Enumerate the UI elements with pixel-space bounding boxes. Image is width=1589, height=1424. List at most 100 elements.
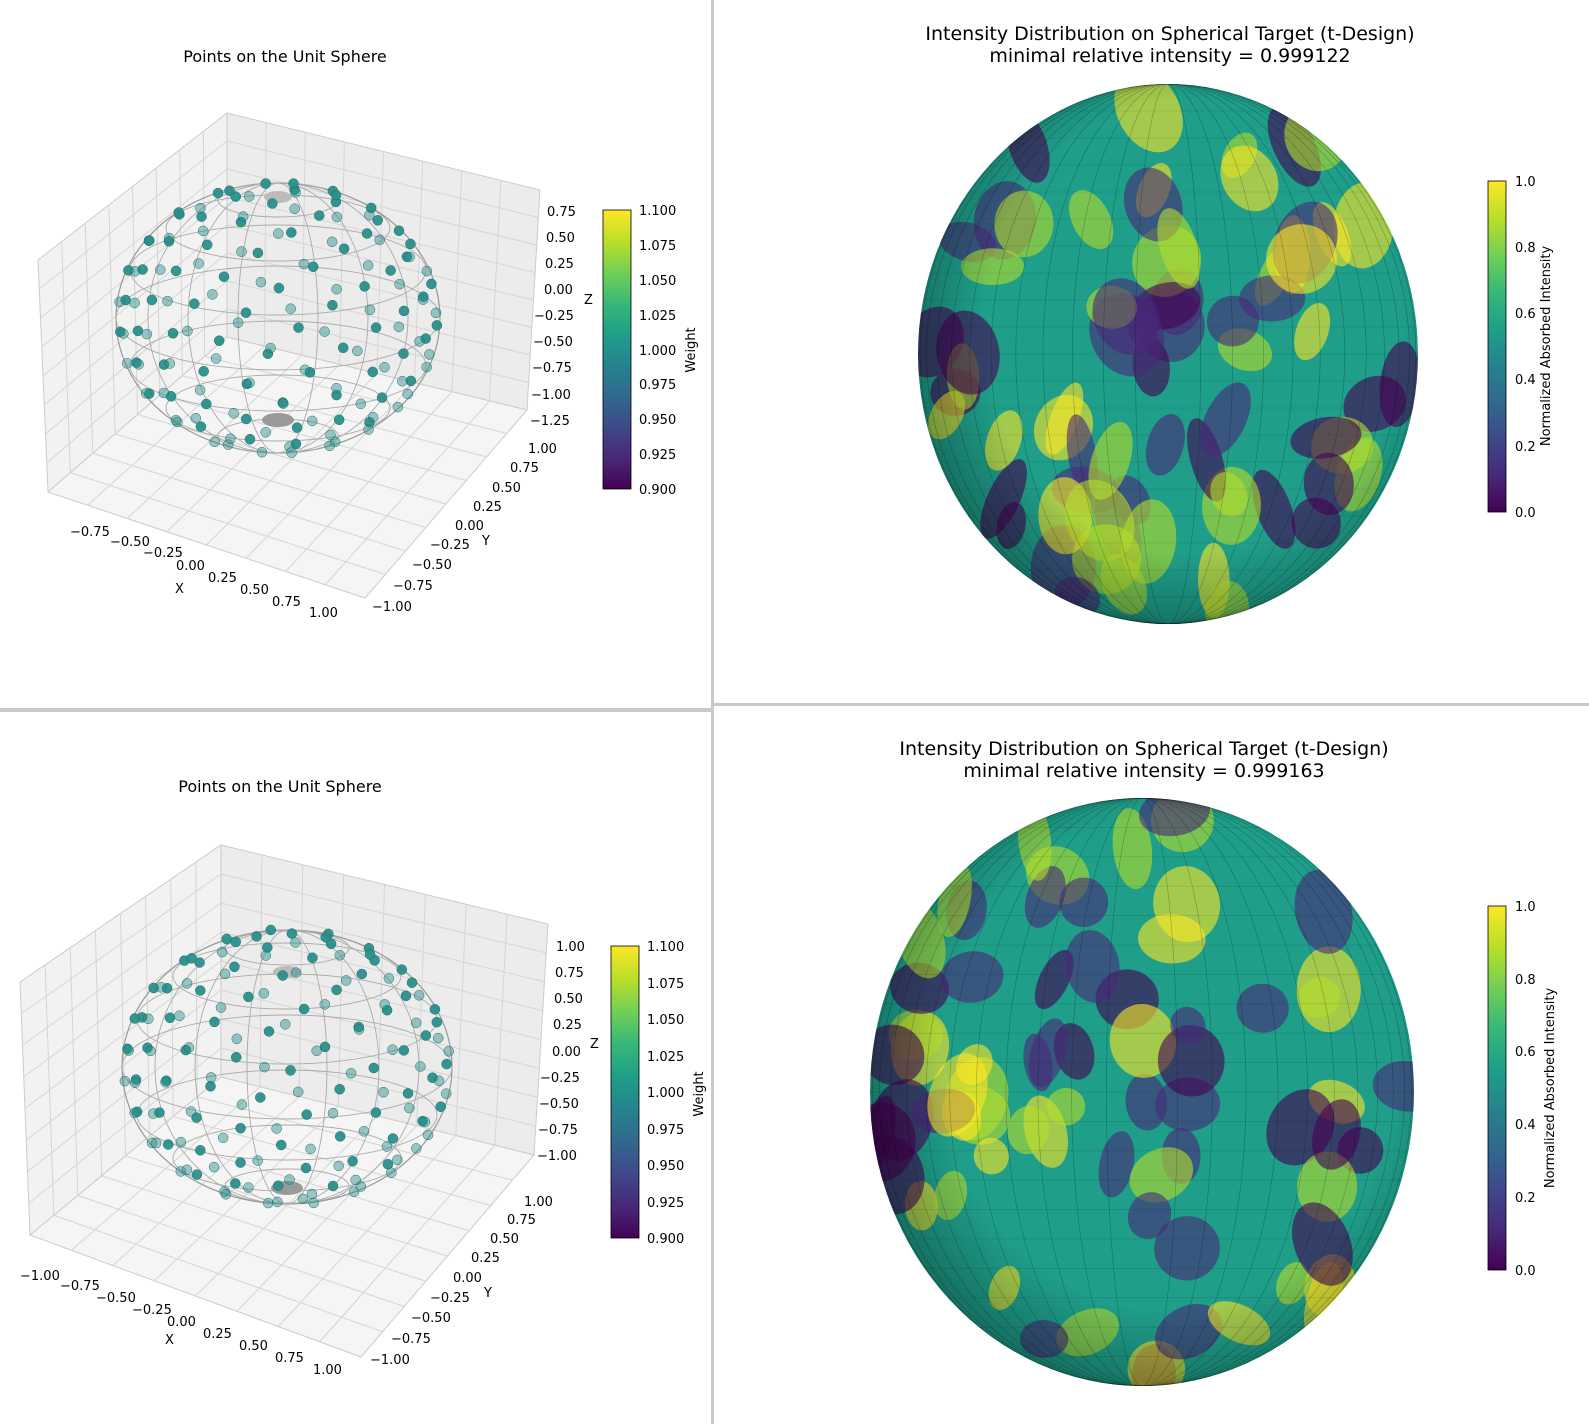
sample-point (182, 325, 193, 337)
sample-point (213, 335, 225, 346)
grid-line (182, 375, 487, 458)
y-tick: −1.00 (372, 600, 412, 615)
sample-point (364, 949, 376, 960)
sample-point (205, 1081, 216, 1092)
sample-point (146, 1137, 158, 1149)
sample-point (392, 1154, 403, 1166)
y-tick: 0.50 (492, 481, 521, 496)
grid-line (25, 989, 222, 1141)
sample-point (383, 973, 395, 984)
sample-point (163, 232, 175, 244)
sample-point (331, 984, 342, 996)
sample-point (163, 236, 175, 247)
sample-point (358, 1126, 370, 1137)
sample-point (228, 408, 239, 419)
pane-grid (38, 122, 539, 586)
sample-point (378, 1086, 389, 1098)
z-tick: 0.75 (555, 966, 584, 981)
sample-point (361, 228, 373, 239)
sample-point (398, 305, 410, 317)
intensity-sphere (870, 798, 1414, 1386)
colorbar-tick: 1.050 (639, 274, 676, 289)
sample-point (121, 358, 133, 369)
grid-line (494, 914, 508, 1146)
grid-line (155, 168, 161, 396)
sample-point (191, 1112, 202, 1123)
sample-point (334, 1083, 345, 1095)
sample-point (235, 216, 247, 228)
scatter-figure-top: Points on the Unit Sphere −0.75 −0.50 (37, 47, 699, 621)
sample-point (196, 211, 207, 222)
sample-point (129, 1013, 141, 1024)
z-tick: −0.75 (532, 361, 572, 376)
y-tick: 0.25 (473, 500, 502, 515)
sample-point (189, 298, 200, 309)
vertical-divider (711, 0, 714, 1424)
grid-line (195, 862, 198, 1097)
sample-point (173, 207, 184, 218)
sample-point (286, 447, 297, 458)
sample-point (267, 198, 278, 209)
sample-point (115, 326, 126, 338)
x-tick: 1.00 (309, 606, 338, 621)
sample-point (195, 1145, 206, 1156)
sample-point (337, 342, 349, 354)
sample-point (272, 1196, 283, 1208)
chart-subtitle: minimal relative intensity = 0.999163 (963, 760, 1324, 782)
y-tick: −0.50 (412, 558, 452, 573)
sample-point (288, 178, 299, 189)
sample-point (160, 1076, 171, 1088)
sample-point (167, 328, 179, 339)
grid-line (145, 896, 150, 1137)
colorbar-label: Normalized Absorbed Intensity (1543, 988, 1558, 1189)
grid-line (170, 879, 174, 1117)
sample-point (174, 1010, 185, 1022)
grid-line (46, 308, 228, 464)
colorbar-tick: 0.0 (1515, 506, 1536, 521)
sample-point (142, 1042, 153, 1054)
sample-point (244, 433, 256, 445)
sample-point (148, 982, 159, 994)
grid-line (196, 1096, 513, 1181)
colorbar-tick: 0.2 (1515, 1191, 1536, 1206)
sample-point (148, 1108, 159, 1119)
sample-point (118, 328, 129, 339)
sample-point (133, 359, 144, 370)
sample-point (256, 446, 268, 458)
sample-point (424, 349, 435, 360)
chart-subtitle: minimal relative intensity = 0.999122 (989, 45, 1350, 67)
sample-point (212, 187, 224, 199)
sample-point (402, 388, 413, 400)
grid-line (325, 400, 490, 586)
sample-point (229, 961, 240, 973)
z-tick: −0.50 (539, 1097, 579, 1112)
sample-point (290, 967, 302, 978)
x-tick: 0.00 (167, 1315, 196, 1330)
colorbar-tick: 0.925 (639, 448, 676, 463)
sample-point (235, 1122, 246, 1134)
sample-point (237, 211, 249, 222)
sample-point (370, 322, 382, 333)
colorbar-tick: 0.4 (1515, 1118, 1536, 1133)
sample-point (333, 1160, 344, 1172)
sample-point (260, 178, 271, 189)
x-tick: −0.25 (143, 546, 183, 561)
sample-point (410, 1017, 422, 1029)
z-tick: 0.50 (546, 231, 575, 246)
x-axis: −0.75 −0.50 −0.25 0.00 0.25 0.50 0.75 1.… (70, 525, 338, 621)
sample-point (426, 278, 437, 290)
sample-point (262, 348, 274, 359)
z-tick: 0.00 (544, 283, 573, 298)
x-axis-label: X (175, 582, 184, 597)
y-tick: −0.75 (393, 579, 433, 594)
z-tick: 0.25 (553, 1018, 582, 1033)
sample-point (311, 1045, 322, 1057)
sample-point (400, 990, 412, 1002)
chart-title: Points on the Unit Sphere (183, 47, 387, 66)
sample-point (216, 946, 228, 958)
sample-point (359, 281, 370, 292)
sample-point (398, 1045, 410, 1056)
z-tick: 1.00 (556, 940, 585, 955)
sample-point (258, 988, 270, 999)
weight-colorbar: 1.100 1.075 1.050 1.025 1.000 0.975 0.95… (610, 940, 707, 1247)
